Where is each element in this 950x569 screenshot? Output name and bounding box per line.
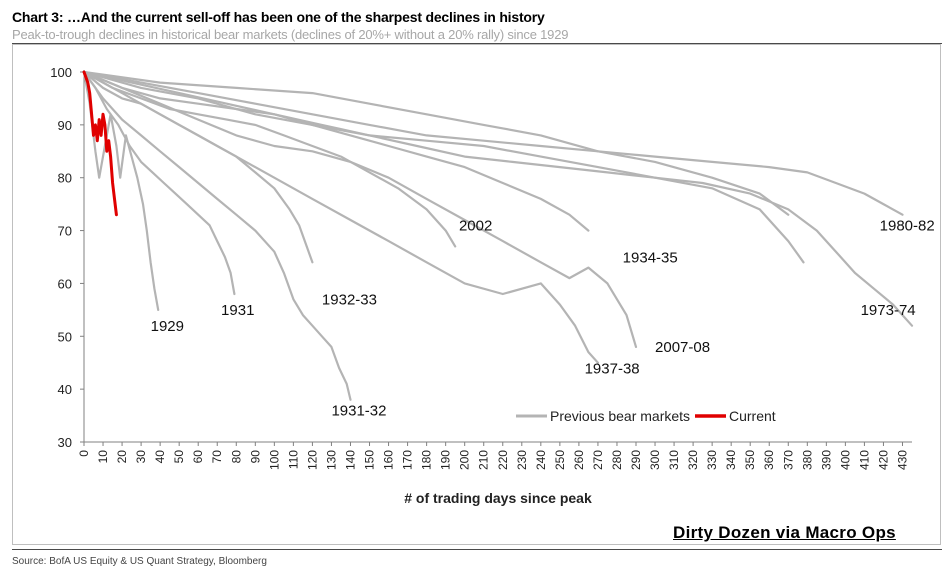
x-tick-label: 270 xyxy=(591,450,605,470)
series-line-prev-12 xyxy=(82,70,790,216)
series-line-2007-08 xyxy=(82,70,638,348)
y-tick-label: 40 xyxy=(58,382,72,397)
series-label-2007-08: 2007-08 xyxy=(655,339,710,356)
x-tick-label: 120 xyxy=(305,450,319,470)
x-tick-label: 320 xyxy=(686,450,700,470)
series-label-1931: 1931 xyxy=(221,302,254,319)
series-line-1931 xyxy=(82,70,236,296)
x-tick-label: 180 xyxy=(420,450,434,470)
x-tick-label: 130 xyxy=(324,450,338,470)
y-tick-label: 60 xyxy=(58,276,72,291)
x-tick-label: 110 xyxy=(286,450,300,469)
x-tick-label: 210 xyxy=(477,450,491,470)
x-tick-label: 160 xyxy=(382,450,396,470)
chart-subtitle: Peak-to-trough declines in historical be… xyxy=(12,27,569,42)
x-tick-label: 230 xyxy=(515,450,529,470)
watermark: Dirty Dozen via Macro Ops xyxy=(673,523,896,542)
series-label-1973-74: 1973-74 xyxy=(861,302,916,319)
x-tick-label: 340 xyxy=(724,450,738,470)
series-label-1932-33: 1932-33 xyxy=(322,292,377,309)
x-tick-label: 430 xyxy=(895,450,909,470)
x-tick-label: 420 xyxy=(876,450,890,470)
x-tick-label: 280 xyxy=(610,450,624,470)
series-line-1973-74 xyxy=(82,70,914,327)
x-tick-label: 300 xyxy=(648,450,662,470)
series-line-current xyxy=(82,70,118,217)
x-tick-label: 0 xyxy=(77,450,91,457)
x-tick-label: 50 xyxy=(172,450,186,464)
x-tick-label: 330 xyxy=(705,450,719,470)
series-line-1980-82 xyxy=(82,70,904,216)
legend-label-previous: Previous bear markets xyxy=(550,408,690,424)
x-tick-label: 240 xyxy=(534,450,548,470)
x-tick-label: 70 xyxy=(210,450,224,464)
series-label-1980-82: 1980-82 xyxy=(880,218,935,235)
x-tick-label: 410 xyxy=(857,450,871,470)
x-tick-label: 360 xyxy=(762,450,776,470)
series-group xyxy=(82,70,914,401)
y-tick-label: 30 xyxy=(58,435,72,450)
plot-frame xyxy=(12,44,941,545)
series-line-1929 xyxy=(82,70,160,311)
x-tick-label: 100 xyxy=(267,450,281,470)
chart-title: Chart 3: …And the current sell-off has b… xyxy=(12,9,545,25)
x-tick-label: 200 xyxy=(458,450,472,470)
series-line-prev-11 xyxy=(82,70,805,264)
source-note: Source: BofA US Equity & US Quant Strate… xyxy=(12,556,267,567)
y-tick-label: 80 xyxy=(58,171,72,186)
x-tick-label: 380 xyxy=(800,450,814,470)
x-axis-title: # of trading days since peak xyxy=(404,490,592,506)
legend-label-current: Current xyxy=(729,408,776,424)
y-tick-label: 50 xyxy=(58,329,72,344)
series-label-1937-38: 1937-38 xyxy=(585,360,640,377)
x-tick-label: 20 xyxy=(115,450,129,464)
x-tick-label: 150 xyxy=(363,450,377,470)
series-line-2002 xyxy=(82,70,457,248)
x-tick-label: 260 xyxy=(572,450,586,470)
x-tick-label: 220 xyxy=(496,450,510,470)
x-tick-label: 60 xyxy=(191,450,205,464)
x-tick-label: 10 xyxy=(96,450,110,464)
x-tick-label: 310 xyxy=(667,450,681,470)
x-tick-label: 350 xyxy=(743,450,757,470)
legend: Previous bear markets Current xyxy=(516,408,776,424)
y-tick-label: 90 xyxy=(58,118,72,133)
y-tick-label: 70 xyxy=(58,224,72,239)
x-tick-label: 190 xyxy=(439,450,453,470)
x-tick-label: 30 xyxy=(134,450,148,464)
series-label-1934-35: 1934-35 xyxy=(623,249,678,266)
series-label-2002: 2002 xyxy=(459,218,492,235)
x-tick-label: 250 xyxy=(553,450,567,470)
y-tick-label: 100 xyxy=(50,65,72,80)
x-tick-label: 290 xyxy=(629,450,643,470)
x-tick-label: 170 xyxy=(401,450,415,470)
x-tick-label: 400 xyxy=(838,450,852,470)
x-tick-label: 370 xyxy=(781,450,795,470)
series-line-1931-32 xyxy=(82,70,352,401)
series-labels-group: 1929 1931 1931-32 1932-33 2002 1934-35 2007-08… xyxy=(151,218,935,420)
x-tick-label: 90 xyxy=(248,450,262,464)
series-label-1929: 1929 xyxy=(151,318,184,335)
top-rule xyxy=(12,43,942,44)
x-tick-label: 390 xyxy=(819,450,833,470)
series-line-1937-38 xyxy=(82,70,599,364)
x-tick-label: 80 xyxy=(229,450,243,464)
series-label-1931-32: 1931-32 xyxy=(331,403,386,420)
x-tick-label: 40 xyxy=(153,450,167,464)
bottom-rule xyxy=(12,549,942,550)
series-line-1934-35 xyxy=(82,70,590,232)
x-tick-label: 140 xyxy=(343,450,357,470)
axes-group: 30 40 50 60 70 80 90 100 0 10 20 30 40 50 60 70 80 90 100 1… xyxy=(50,65,912,506)
